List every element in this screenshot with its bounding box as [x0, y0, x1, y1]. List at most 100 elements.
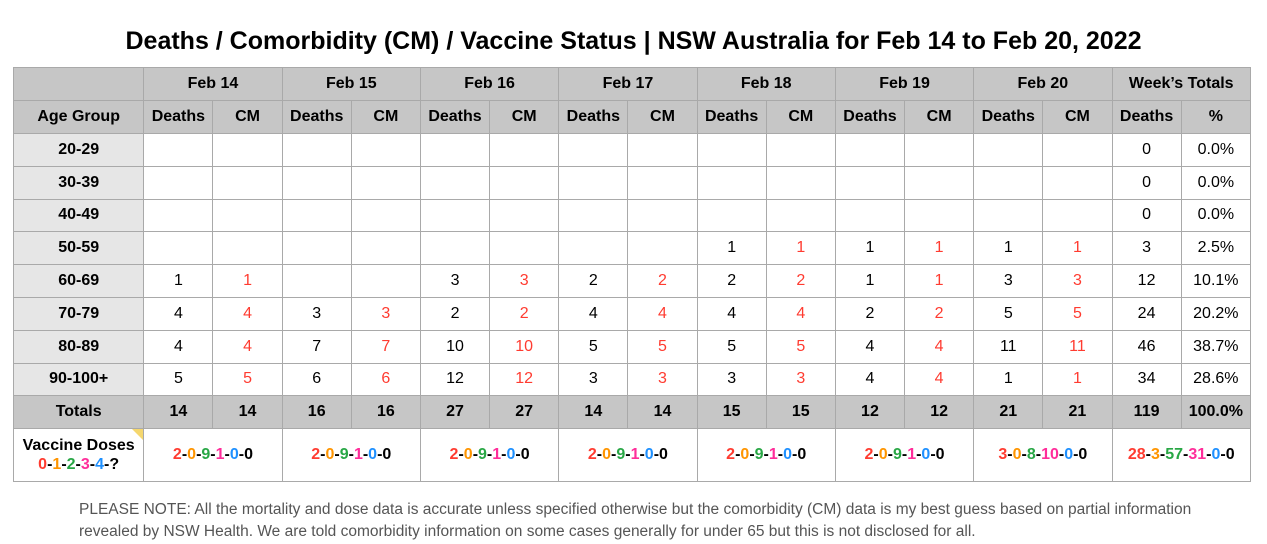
dose-count: 0: [368, 446, 378, 464]
week-percent-cell: 2.5%: [1180, 231, 1252, 266]
deaths-column-header: Deaths: [143, 100, 214, 134]
dose-count: 0: [602, 446, 611, 464]
cm-cell: 2: [627, 264, 698, 298]
cm-cell: 4: [212, 329, 283, 364]
dose-count: 0: [1012, 446, 1022, 464]
dose-separator: -: [625, 446, 631, 464]
age-group-cell: 80-89: [12, 329, 145, 364]
age-group-cell: 50-59: [12, 231, 145, 266]
dose-count: 0: [1211, 446, 1221, 464]
total-cm-cell: 21: [1042, 395, 1113, 430]
cm-column-header: CM: [765, 100, 836, 134]
dose-separator: -: [1159, 446, 1166, 464]
dose-count: 3: [1151, 446, 1160, 464]
week-total-cell: 0: [1111, 198, 1182, 233]
cm-cell: 1: [1042, 362, 1113, 397]
age-group-cell: 60-69: [12, 264, 145, 298]
dose-count: 0: [659, 446, 668, 464]
total-deaths-cell: 14: [143, 395, 214, 430]
total-cm-cell: 14: [627, 395, 698, 430]
deaths-cell: 2: [696, 264, 767, 298]
total-cm-cell: 14: [212, 395, 283, 430]
dose-count: 2: [172, 446, 182, 464]
age-group-cell: 90-100+: [12, 362, 145, 397]
dose-count: 2: [449, 446, 459, 464]
dose-separator: -: [873, 446, 879, 464]
cm-cell: [627, 198, 698, 233]
date-header: Feb 19: [834, 67, 975, 101]
cm-cell: 1: [904, 264, 975, 298]
dose-separator: -: [639, 446, 645, 464]
dose-separator: -: [75, 456, 81, 474]
dose-count: 1: [768, 446, 778, 464]
deaths-cell: 1: [834, 231, 906, 266]
totals-row: Totals 14 14 16 16 27 27 14 14 15 15 12 12 21 21 119 100…: [12, 395, 1252, 430]
dose-count: 0: [1064, 446, 1074, 464]
dose-count: 57: [1165, 446, 1184, 464]
deaths-cell: [281, 264, 352, 298]
cm-cell: [1042, 165, 1113, 200]
cm-cell: 5: [1042, 296, 1113, 331]
dose-separator: -: [1206, 446, 1212, 464]
table-row: 60-69 1 1 3 3 2 2 2 2 1 1 3 3 12 10.1%: [12, 264, 1252, 298]
dose-count: 0: [740, 446, 750, 464]
vaccine-doses-cell: 2-0-9-1-0-0: [281, 428, 421, 483]
cm-cell: [765, 133, 836, 167]
cm-cell: 1: [212, 264, 283, 298]
header-corner: [12, 67, 145, 101]
dose-count: 0: [520, 446, 530, 464]
dose-count: 9: [201, 446, 211, 464]
dose-separator: -: [334, 446, 340, 464]
total-cm-cell: 15: [765, 395, 836, 430]
cm-cell: 4: [212, 296, 283, 331]
deaths-cell: [143, 198, 214, 233]
dose-count: ?: [109, 456, 120, 474]
dose-separator: -: [653, 446, 660, 464]
dose-separator: -: [472, 446, 479, 464]
grand-total-cell: 119: [1111, 395, 1182, 430]
dose-separator: -: [238, 446, 245, 464]
age-group-cell: 70-79: [12, 296, 145, 331]
date-header: Feb 17: [558, 67, 698, 101]
deaths-cell: [973, 133, 1044, 167]
dose-count: 0: [921, 446, 931, 464]
deaths-cell: 5: [696, 329, 767, 364]
dose-count: 0: [325, 446, 335, 464]
dose-count: 31: [1188, 446, 1207, 464]
vaccine-doses-cell: 2-0-9-1-0-0: [696, 428, 836, 483]
dose-separator: -: [362, 446, 369, 464]
deaths-cell: [143, 231, 214, 266]
cm-column-header: CM: [627, 100, 698, 134]
cm-column-header: CM: [212, 100, 283, 134]
cm-column-header: CM: [350, 100, 421, 134]
dose-separator: -: [735, 446, 741, 464]
deaths-cell: 3: [973, 264, 1044, 298]
deaths-cell: [558, 198, 629, 233]
cm-cell: [904, 198, 975, 233]
cm-cell: 3: [765, 362, 836, 397]
total-deaths-cell: 27: [419, 395, 491, 430]
total-deaths-cell: 14: [558, 395, 629, 430]
total-deaths-cell: 16: [281, 395, 352, 430]
deaths-cell: 1: [834, 264, 906, 298]
dose-count: 0: [506, 446, 516, 464]
dose-separator: -: [1007, 446, 1013, 464]
dose-separator: -: [887, 446, 893, 464]
cm-cell: [627, 165, 698, 200]
cm-cell: [489, 133, 560, 167]
deaths-cell: 2: [834, 296, 906, 331]
deaths-cell: 10: [419, 329, 491, 364]
week-total-cell: 3: [1111, 231, 1182, 266]
deaths-column-header: Deaths: [419, 100, 491, 134]
cm-cell: 2: [904, 296, 975, 331]
cm-cell: 5: [212, 362, 283, 397]
footnote: PLEASE NOTE: All the mortality and dose …: [79, 501, 1192, 540]
week-percent-cell: 38.7%: [1180, 329, 1252, 364]
cm-cell: [489, 231, 560, 266]
table-row: 30-39 0 0.0%: [12, 165, 1252, 200]
deaths-cell: [558, 165, 629, 200]
dose-count: 0: [783, 446, 793, 464]
dose-count: 8: [1026, 446, 1036, 464]
dose-separator: -: [916, 446, 922, 464]
dose-count: 2: [66, 456, 76, 474]
